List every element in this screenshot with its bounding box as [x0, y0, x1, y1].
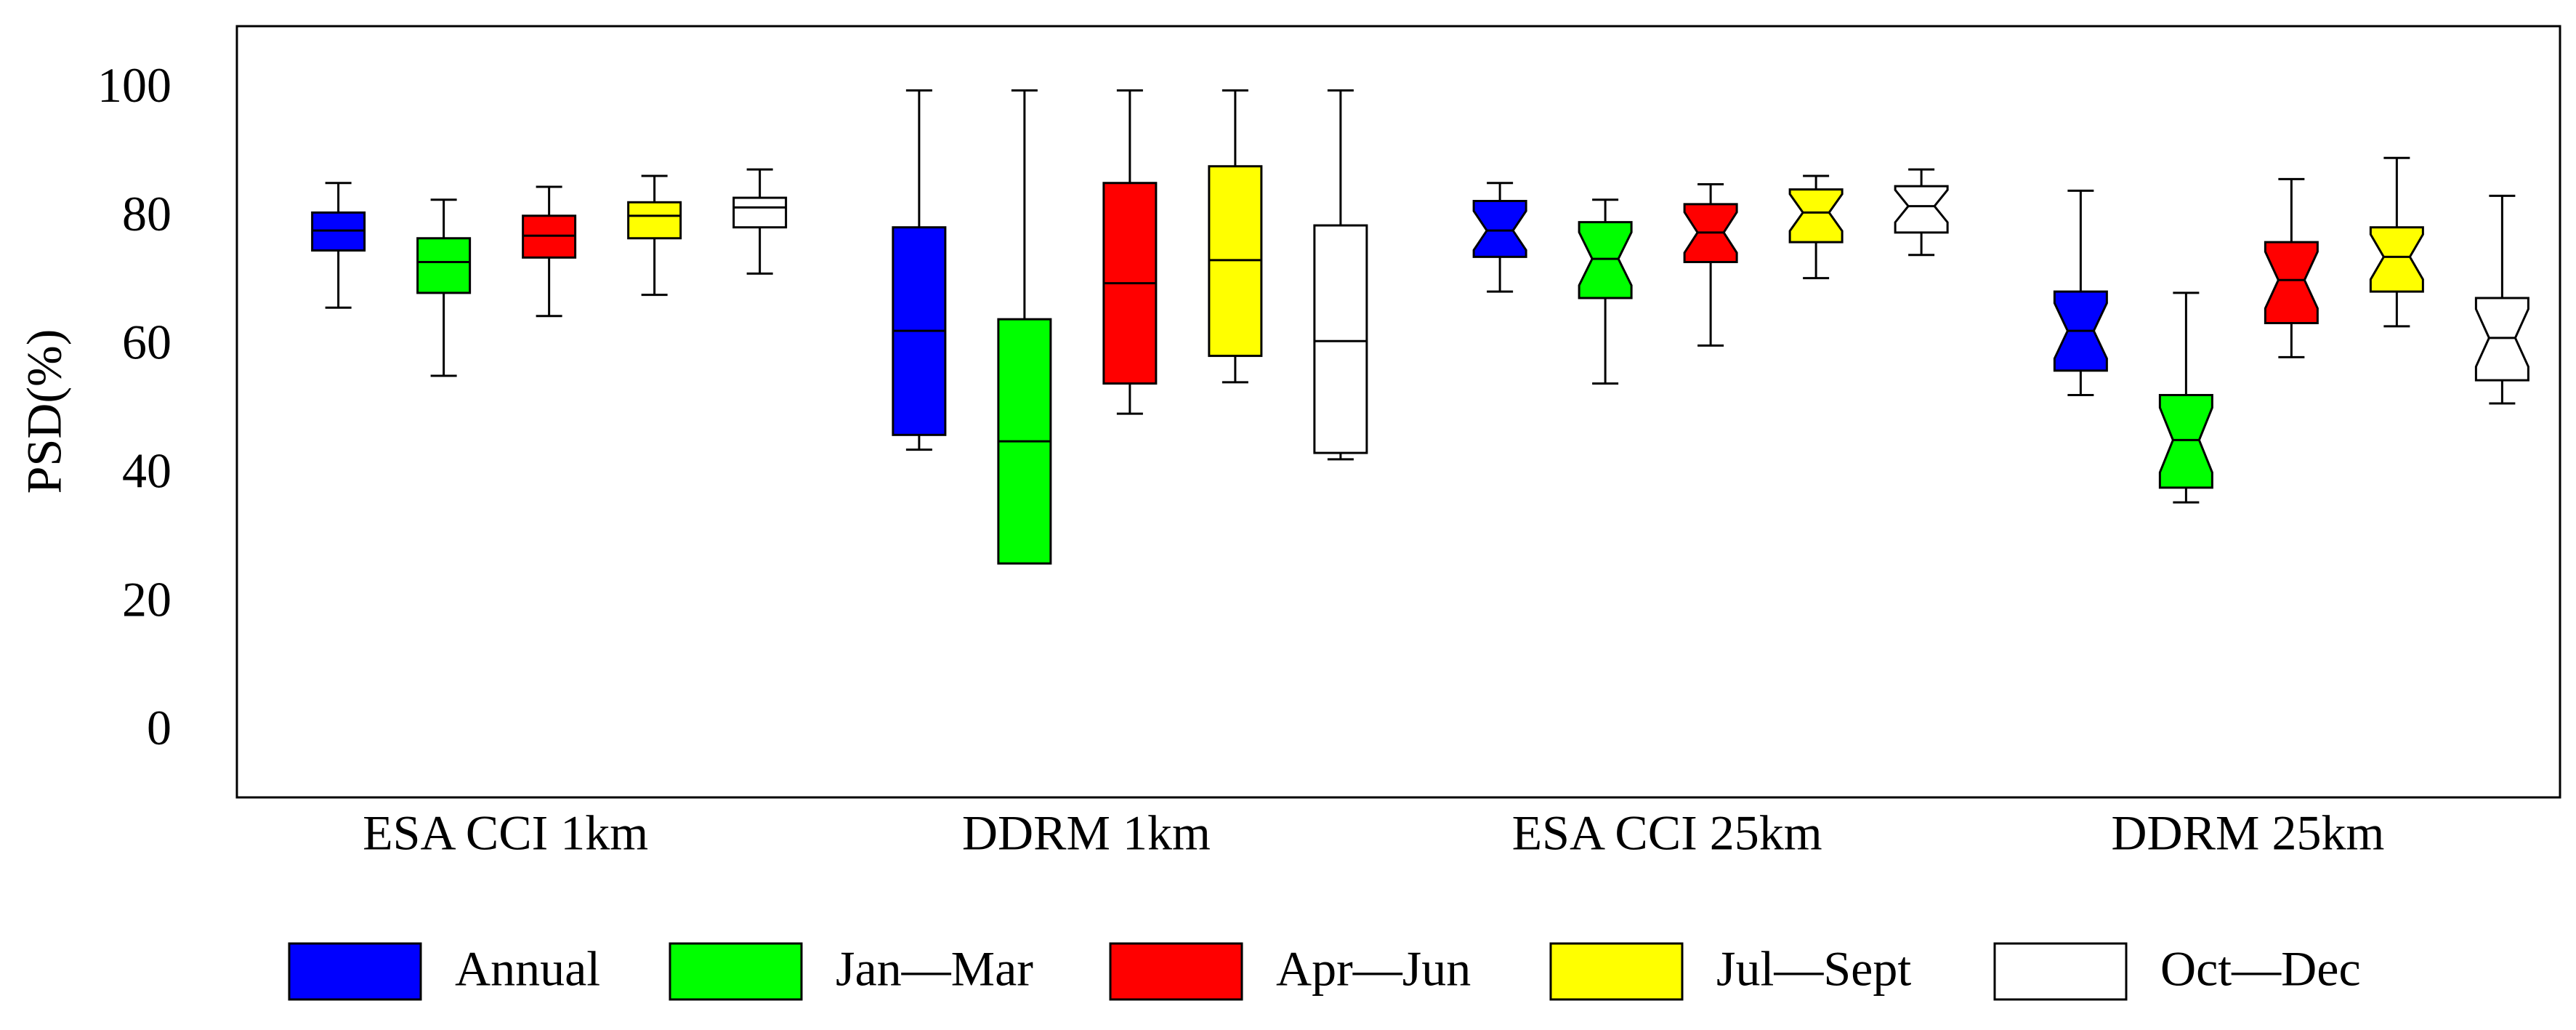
plot-frame	[235, 25, 2561, 799]
y-tick-label: 80	[122, 186, 171, 241]
legend-swatch	[1549, 942, 1684, 1001]
box	[1313, 224, 1368, 454]
legend-label: Oct—Dec	[2160, 941, 2361, 997]
y-tick-label: 40	[122, 443, 171, 499]
y-tick-label: 60	[122, 315, 171, 370]
x-tick-label: ESA CCI 1km	[363, 805, 648, 861]
x-tick-label: ESA CCI 25km	[1512, 805, 1822, 861]
y-tick-label: 100	[97, 57, 171, 113]
x-tick-label: DDRM 1km	[962, 805, 1211, 861]
y-axis-label: PSD(%)	[17, 329, 72, 494]
legend-swatch	[1993, 942, 2128, 1001]
x-tick-label: DDRM 25km	[2111, 805, 2384, 861]
legend-swatch	[288, 942, 422, 1001]
box	[1894, 185, 1949, 234]
y-tick-label: 20	[122, 571, 171, 627]
box	[2369, 226, 2424, 293]
box	[2264, 241, 2319, 324]
box	[2474, 297, 2529, 382]
box	[2158, 394, 2213, 489]
legend-swatch	[669, 942, 803, 1001]
box	[416, 237, 472, 294]
legend-label: Apr—Jun	[1276, 941, 1471, 997]
legend-label: Annual	[455, 941, 600, 997]
box	[1788, 188, 1844, 244]
box	[627, 201, 682, 240]
legend-swatch	[1109, 942, 1243, 1001]
box	[1472, 199, 1527, 258]
box	[732, 196, 788, 229]
legend-label: Jul—Sept	[1716, 941, 1911, 997]
y-tick-label: 0	[147, 700, 171, 755]
legend-label: Jan—Mar	[836, 941, 1033, 997]
box	[1578, 221, 1633, 299]
